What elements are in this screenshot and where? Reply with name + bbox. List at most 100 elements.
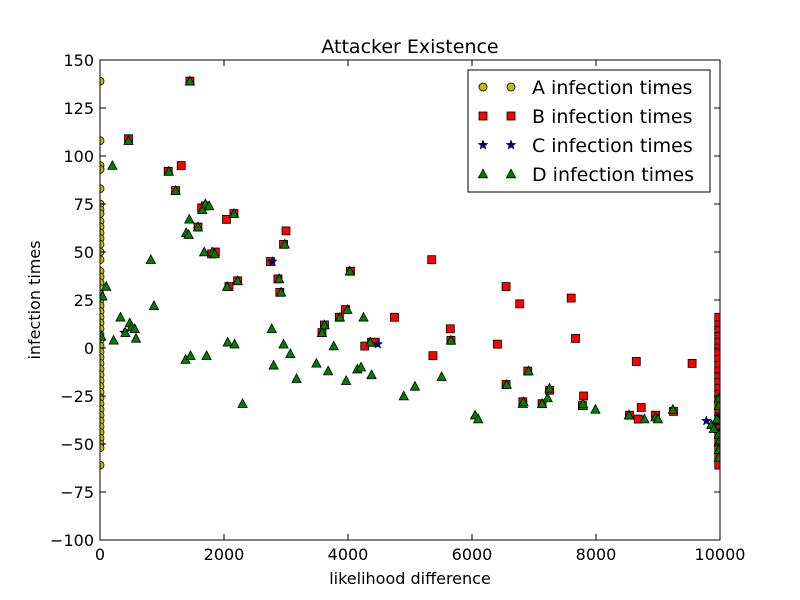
- series-d-point: [436, 371, 447, 381]
- series-d-point: [340, 374, 352, 385]
- series-a-point: [100, 165, 105, 174]
- legend-marker-b: [478, 111, 488, 121]
- series-d-point: [708, 422, 720, 433]
- series-d-point: [100, 330, 107, 341]
- series-d-point: [279, 238, 291, 249]
- series-d-point: [268, 359, 279, 370]
- series-b-point: [427, 255, 437, 265]
- series-b-point: [222, 214, 231, 224]
- series-b-point: [501, 282, 511, 291]
- y-tick-label: −50: [60, 435, 94, 454]
- series-c-point: [266, 255, 278, 267]
- series-d-point: [163, 165, 175, 176]
- series-d-point: [201, 350, 212, 360]
- series-d-point: [536, 398, 548, 408]
- series-d-point: [108, 334, 119, 345]
- series-d-point: [472, 413, 484, 424]
- series-d-point: [148, 300, 160, 310]
- series-b-point: [636, 403, 646, 412]
- series-b-point: [493, 339, 502, 349]
- series-d-point: [222, 336, 233, 347]
- axis-ticks: 0 2000 4000 6000 8000 10000 −100 −75 −50 −25 0 25 50…: [50, 51, 745, 564]
- x-axis-title: likelihood difference: [329, 569, 491, 588]
- series-b-point: [571, 333, 580, 343]
- series-d-point: [623, 409, 635, 420]
- series-d-point: [713, 399, 720, 410]
- series-d-point: [232, 275, 243, 285]
- series-d-point: [355, 361, 367, 372]
- series-d-point: [228, 207, 240, 218]
- legend-marker-c: [477, 139, 489, 150]
- series-d-point: [358, 311, 369, 322]
- series-d-point: [237, 398, 248, 408]
- series-d-point: [278, 338, 289, 349]
- series-d-point: [291, 373, 302, 383]
- series-b-point: [579, 391, 588, 401]
- series-b-point: [176, 161, 186, 171]
- series-d-point: [542, 392, 553, 403]
- series-a-point: [100, 184, 105, 194]
- series-d-point: [518, 396, 529, 406]
- x-tick-label: 0: [95, 545, 105, 564]
- series-b-point: [428, 351, 438, 361]
- data-markers: [100, 75, 720, 470]
- series-c-point: [700, 415, 712, 426]
- series-d-point: [639, 413, 650, 424]
- series-d-point: [170, 184, 181, 195]
- y-axis-title: infection times: [25, 240, 44, 359]
- series-d-point: [342, 303, 353, 314]
- series-d-point: [229, 338, 240, 349]
- y-tick-label: −75: [60, 483, 94, 502]
- series-a-point: [100, 255, 105, 265]
- series-d-point: [713, 451, 720, 462]
- x-tick-label: 10000: [695, 545, 746, 564]
- series-a-point: [100, 136, 105, 146]
- series-d-point: [184, 75, 196, 86]
- series-b-point: [515, 299, 525, 309]
- series-d-point: [713, 392, 720, 403]
- series-d-point: [273, 273, 285, 284]
- series-d-point: [334, 311, 346, 322]
- series-b-point: [281, 226, 291, 236]
- series-d-point: [185, 350, 196, 360]
- legend-label-b: B infection times: [532, 106, 692, 128]
- x-tick-label: 6000: [452, 545, 493, 564]
- y-tick-label: 150: [63, 51, 94, 70]
- series-d-point: [501, 378, 512, 389]
- series-d-point: [544, 382, 555, 393]
- series-d-point: [129, 323, 140, 333]
- legend-label-d: D infection times: [532, 164, 694, 186]
- series-d-point: [183, 229, 194, 239]
- series-d-point: [577, 398, 589, 408]
- chart-title: Attacker Existence: [321, 36, 498, 58]
- series-d-point: [344, 265, 356, 276]
- y-tick-label: 125: [63, 99, 94, 118]
- series-d-point: [120, 326, 131, 337]
- series-b-point: [445, 324, 455, 334]
- y-tick-label: 75: [74, 195, 94, 214]
- series-b-point: [687, 358, 697, 368]
- series-d-point: [366, 369, 377, 380]
- series-c-point: [372, 338, 384, 349]
- series-d-point: [322, 365, 334, 376]
- series-d-point: [184, 213, 195, 224]
- series-d-point: [192, 221, 204, 232]
- legend-marker-b: [506, 111, 516, 121]
- series-d-point: [221, 280, 233, 291]
- series-d-point: [275, 286, 287, 297]
- series-d-point: [398, 390, 410, 401]
- series-d-point: [123, 134, 134, 145]
- series-a-point: [100, 76, 105, 86]
- series-a-point: [100, 209, 105, 218]
- series-d-point: [203, 200, 215, 211]
- series-a-point: [100, 460, 105, 470]
- y-tick-label: −25: [60, 387, 94, 406]
- series-d-point: [652, 413, 664, 424]
- series-d-point: [100, 280, 112, 291]
- legend-marker-c: [505, 139, 517, 150]
- legend-marker-a: [478, 82, 488, 92]
- series-b-point: [631, 357, 641, 366]
- series-d-point: [311, 357, 322, 368]
- legend-label-c: C infection times: [532, 135, 693, 157]
